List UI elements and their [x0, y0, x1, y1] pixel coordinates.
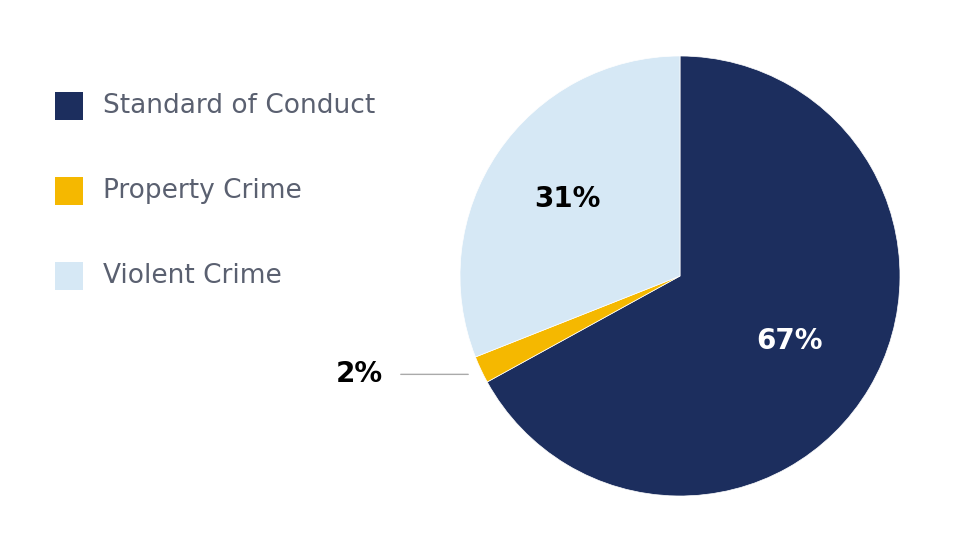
- Bar: [55, 262, 83, 290]
- Text: 2%: 2%: [336, 360, 383, 389]
- Wedge shape: [487, 56, 900, 496]
- Text: 31%: 31%: [534, 185, 601, 213]
- Text: Standard of Conduct: Standard of Conduct: [103, 93, 375, 119]
- Wedge shape: [476, 276, 680, 382]
- Text: 67%: 67%: [756, 327, 823, 355]
- Bar: [55, 92, 83, 120]
- Wedge shape: [460, 56, 680, 357]
- Text: Property Crime: Property Crime: [103, 178, 302, 204]
- Text: Violent Crime: Violent Crime: [103, 263, 281, 289]
- Bar: [55, 177, 83, 205]
